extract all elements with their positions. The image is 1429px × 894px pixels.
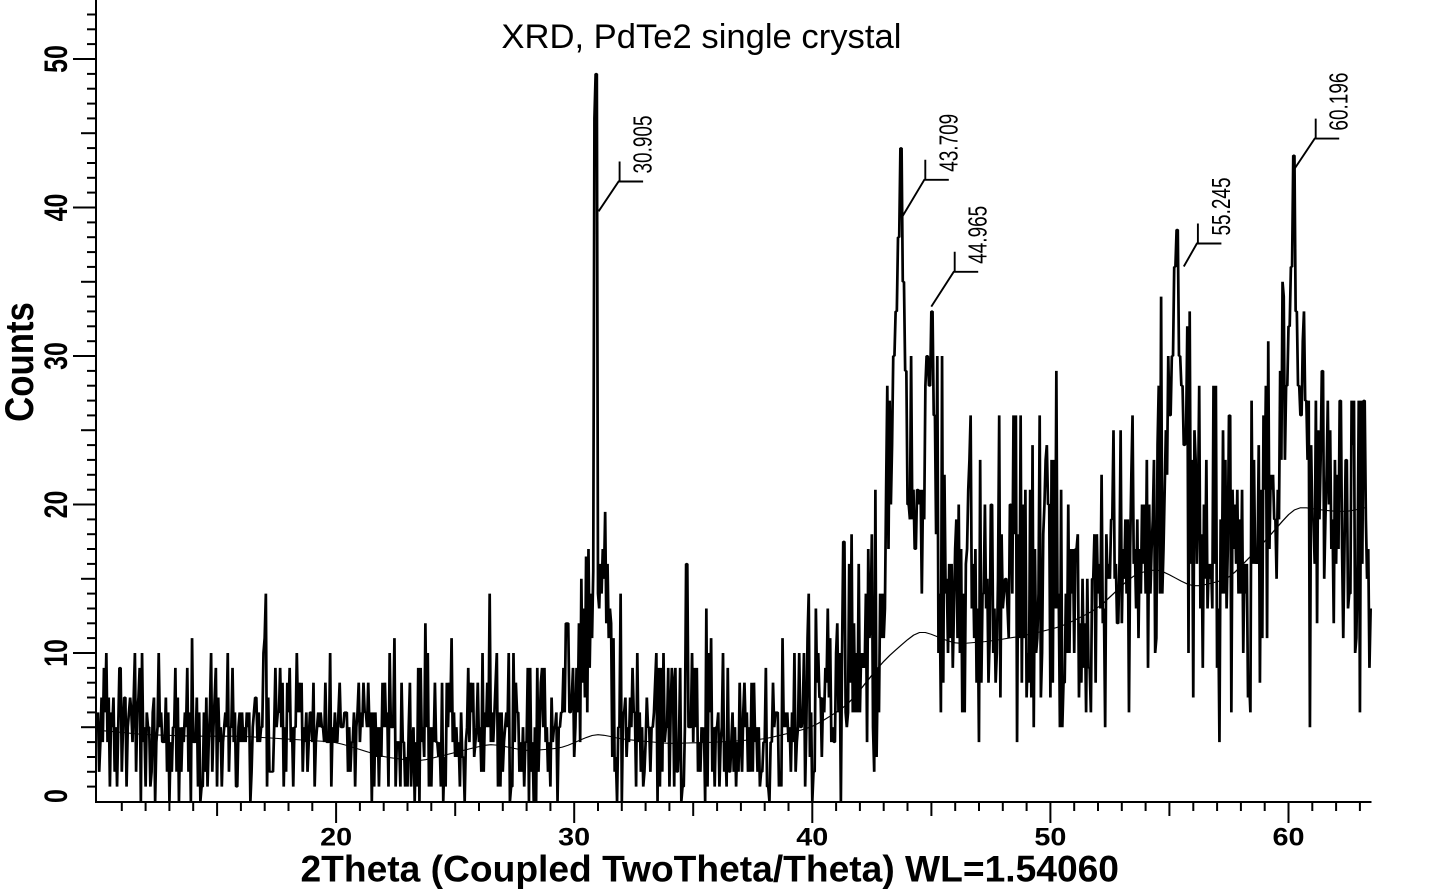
svg-text:50: 50 [1034,823,1066,851]
svg-text:Counts: Counts [0,302,42,422]
svg-text:20: 20 [320,823,352,851]
svg-text:44.965: 44.965 [963,206,993,264]
svg-text:30.905: 30.905 [628,115,658,173]
svg-text:40: 40 [796,823,828,851]
svg-text:XRD, PdTe2 single crystal: XRD, PdTe2 single crystal [501,18,901,56]
svg-text:40: 40 [39,194,75,222]
svg-text:30: 30 [558,823,590,851]
svg-text:55.245: 55.245 [1206,177,1236,235]
svg-text:60: 60 [1273,823,1305,851]
svg-text:60.196: 60.196 [1324,73,1354,131]
svg-text:2Theta (Coupled TwoTheta/Theta: 2Theta (Coupled TwoTheta/Theta) WL=1.540… [301,849,1120,890]
svg-text:10: 10 [39,639,75,667]
svg-text:20: 20 [39,491,75,519]
svg-text:50: 50 [39,45,75,73]
svg-text:30: 30 [39,342,75,370]
svg-text:43.709: 43.709 [933,114,963,172]
svg-text:0: 0 [39,789,75,803]
